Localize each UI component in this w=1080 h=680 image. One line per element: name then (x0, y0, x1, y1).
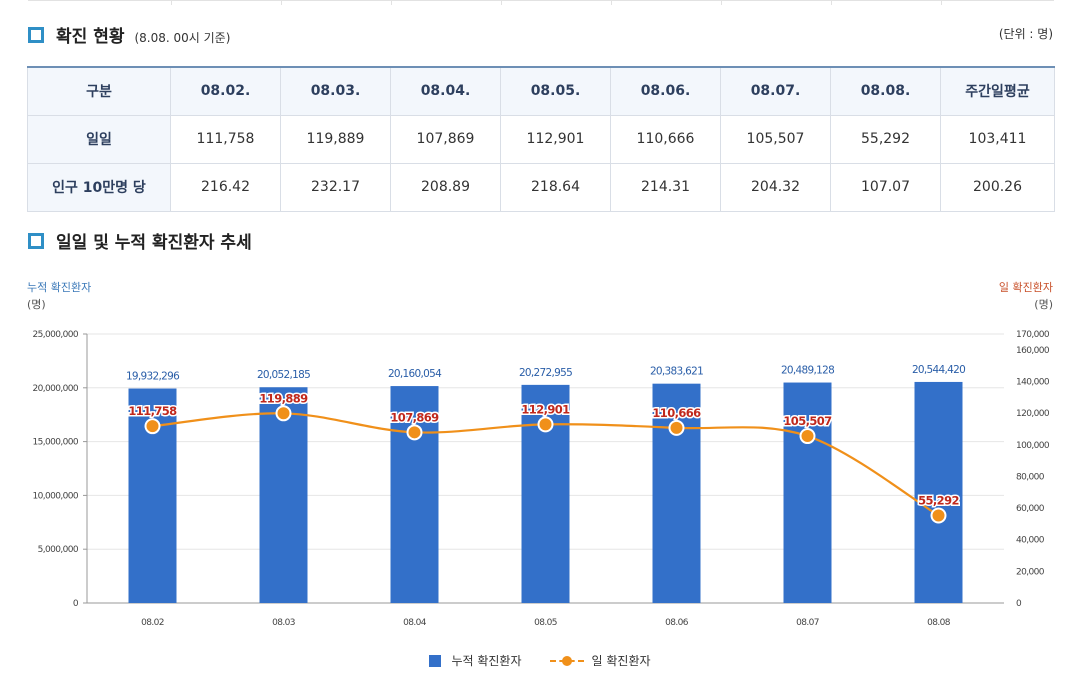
confirmed-cases-table: 구분 08.02. 08.03. 08.04. 08.05. 08.06. 08… (27, 66, 1055, 212)
left-axis-title: 누적 확진환자 (27, 281, 92, 294)
daily-point (930, 507, 947, 524)
daily-point (275, 405, 292, 422)
left-tick-label: 15,000,000 (32, 438, 78, 448)
bar-value-label: 20,160,054 (388, 368, 442, 380)
header-cell: 08.07. (720, 66, 831, 116)
bar-value-label: 20,383,621 (650, 366, 703, 378)
chart-legend: 누적 확진환자 일 확진환자 (0, 652, 1080, 669)
bar-cumulative (783, 382, 832, 603)
daily-value-label: 55,292 (918, 494, 959, 508)
daily-value-label: 119,889 (259, 391, 308, 405)
bar-value-label: 20,544,420 (912, 364, 965, 376)
header-cell: 08.03. (280, 66, 391, 116)
header-cell: 08.04. (390, 66, 501, 116)
square-bullet-icon (28, 27, 44, 43)
table-cell: 107,869 (390, 114, 501, 164)
left-tick-label: 10,000,000 (32, 491, 78, 501)
left-tick-label: 20,000,000 (32, 384, 78, 394)
unit-label: (단위 : 명) (998, 27, 1053, 41)
previous-table-edge (28, 0, 1054, 5)
right-tick-label: 20,000 (1016, 567, 1045, 577)
x-tick-label: 08.04 (403, 618, 427, 628)
bar-value-label: 20,272,955 (519, 367, 572, 379)
daily-value-label: 107,869 (390, 410, 439, 424)
right-axis-title: 일 확진환자 (998, 281, 1053, 294)
table-cell: 232.17 (280, 162, 391, 212)
table-cell: 119,889 (280, 114, 391, 164)
row-label: 인구 10만명 당 (27, 162, 171, 212)
right-tick-label: 170,000 (1016, 330, 1050, 340)
legend-label: 누적 확진환자 (451, 654, 522, 668)
daily-point (144, 418, 161, 435)
right-tick-label: 160,000 (1016, 346, 1050, 356)
daily-point (668, 419, 685, 436)
header-cell: 08.06. (610, 66, 721, 116)
table-cell: 107.07 (830, 162, 941, 212)
table-cell: 218.64 (500, 162, 611, 212)
section-title: 확진 현황 (56, 27, 125, 47)
right-tick-label: 40,000 (1016, 536, 1045, 546)
x-tick-label: 08.02 (141, 618, 164, 628)
legend-item-daily[interactable]: 일 확진환자 (549, 652, 651, 669)
legend-item-cumulative[interactable]: 누적 확진환자 (429, 652, 522, 669)
square-bullet-icon (28, 233, 44, 249)
section-note: (8.08. 00시 기준) (134, 31, 231, 45)
x-tick-label: 08.05 (534, 618, 557, 628)
header-cell: 08.02. (170, 66, 281, 116)
section-trend-header: 일일 및 누적 확진환자 추세 (28, 228, 252, 253)
header-cell: 08.08. (830, 66, 941, 116)
table-cell: 216.42 (170, 162, 281, 212)
bar-value-label: 20,489,128 (781, 365, 834, 377)
daily-point (537, 416, 554, 433)
legend-bar-swatch (429, 654, 442, 667)
header-cell: 구분 (27, 66, 171, 116)
header-cell: 주간일평균 (940, 66, 1055, 116)
x-tick-label: 08.08 (927, 618, 951, 628)
daily-value-label: 105,507 (783, 414, 832, 428)
bar-value-label: 20,052,185 (257, 369, 310, 381)
left-tick-label: 0 (73, 599, 79, 609)
section-title: 일일 및 누적 확진환자 추세 (56, 233, 252, 253)
daily-point (406, 424, 423, 441)
daily-value-label: 111,758 (128, 404, 177, 418)
table-row-per-100k: 인구 10만명 당 216.42 232.17 208.89 218.64 21… (27, 162, 1055, 212)
table-cell: 214.31 (610, 162, 721, 212)
legend-line-swatch (549, 655, 584, 667)
left-tick-label: 25,000,000 (32, 330, 78, 340)
table-cell: 110,666 (610, 114, 721, 164)
table-cell: 200.26 (940, 162, 1055, 212)
daily-value-label: 110,666 (652, 406, 701, 420)
section-confirmed-status-header: 확진 현황 (8.08. 00시 기준) (28, 22, 230, 47)
bar-value-label: 19,932,296 (126, 371, 180, 383)
table-header-row: 구분 08.02. 08.03. 08.04. 08.05. 08.06. 08… (27, 66, 1055, 116)
table-cell: 111,758 (170, 114, 281, 164)
table-cell: 204.32 (720, 162, 831, 212)
right-tick-label: 100,000 (1016, 441, 1050, 451)
right-tick-label: 80,000 (1016, 472, 1045, 482)
x-tick-label: 08.06 (665, 618, 689, 628)
bar-cumulative (914, 381, 963, 603)
x-tick-label: 08.07 (796, 618, 819, 628)
legend-label: 일 확진환자 (591, 654, 651, 668)
left-axis-unit: (명) (27, 298, 46, 311)
right-tick-label: 120,000 (1016, 409, 1050, 419)
daily-point (799, 428, 816, 445)
table-cell: 208.89 (390, 162, 501, 212)
bar-cumulative (259, 387, 308, 603)
right-axis-unit: (명) (1034, 298, 1053, 311)
right-tick-label: 60,000 (1016, 504, 1045, 514)
right-tick-label: 140,000 (1016, 377, 1050, 387)
daily-value-label: 112,901 (521, 402, 570, 416)
table-cell: 103,411 (940, 114, 1055, 164)
row-label: 일일 (27, 114, 171, 164)
right-tick-label: 0 (1016, 599, 1022, 609)
x-tick-label: 08.03 (272, 618, 295, 628)
left-tick-label: 5,000,000 (38, 545, 79, 555)
bar-cumulative (390, 386, 439, 603)
